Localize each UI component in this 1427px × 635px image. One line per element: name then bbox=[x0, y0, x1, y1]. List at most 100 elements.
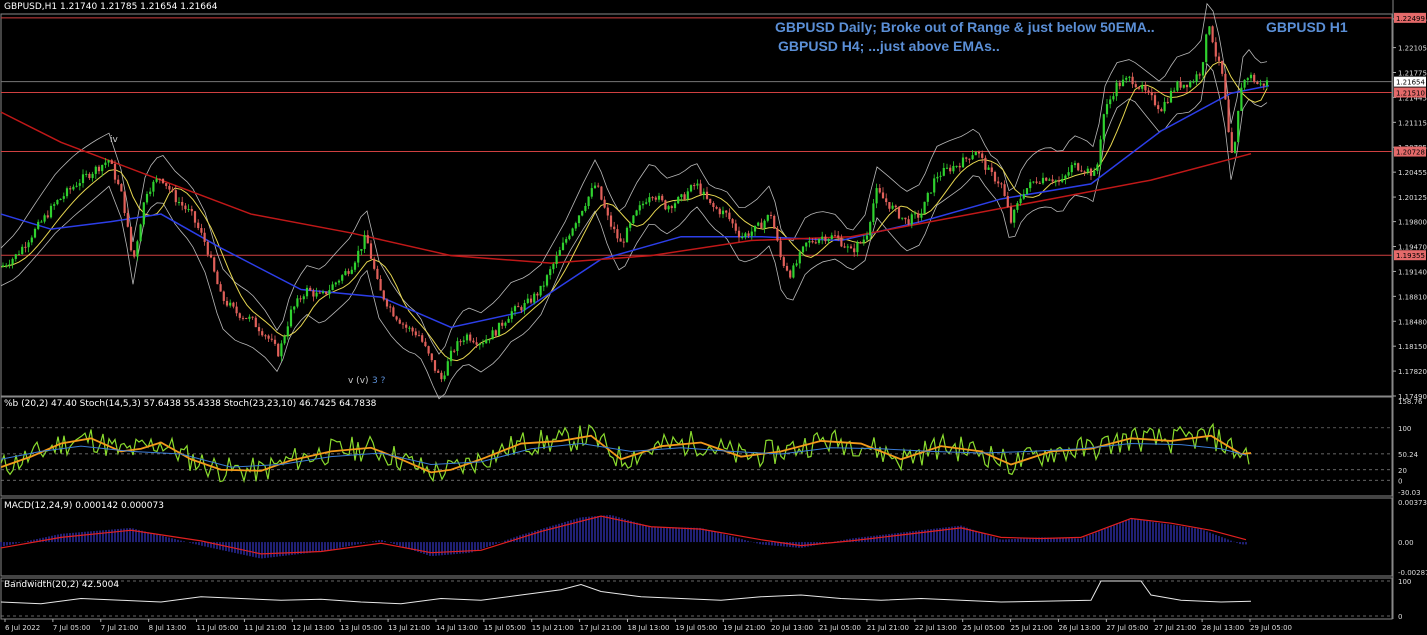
time-tick-label: 15 Jul 21:00 bbox=[532, 624, 574, 632]
candle-body bbox=[56, 200, 59, 205]
candle-body bbox=[357, 250, 360, 263]
candle-body bbox=[769, 214, 773, 216]
candle-body bbox=[37, 221, 40, 229]
price-label-text: 1.22499 bbox=[1396, 15, 1425, 23]
time-tick-label: 22 Jul 13:00 bbox=[915, 624, 957, 632]
candle-body bbox=[449, 350, 453, 362]
candle-body bbox=[597, 185, 600, 187]
candle-body bbox=[235, 306, 238, 314]
ema-mid bbox=[0, 84, 1270, 329]
candle-body bbox=[622, 241, 625, 243]
candle-body bbox=[673, 203, 677, 209]
time-tick-label: 26 Jul 13:00 bbox=[1058, 624, 1100, 632]
candle-body bbox=[1009, 207, 1013, 223]
price-pane bbox=[0, 0, 1394, 620]
candle-body bbox=[1182, 84, 1185, 88]
price-frame bbox=[0, 13, 1393, 397]
candle-body bbox=[558, 250, 561, 256]
time-tick-label: 13 Jul 21:00 bbox=[388, 624, 430, 632]
candle-body bbox=[325, 291, 328, 295]
candle-body bbox=[641, 203, 645, 206]
candle-body bbox=[222, 291, 225, 301]
time-tick-label: 25 Jul 21:00 bbox=[1011, 624, 1053, 632]
candle-body bbox=[1025, 188, 1029, 195]
candle-body bbox=[1105, 104, 1109, 115]
candle-body bbox=[878, 188, 881, 193]
price-tick-label: 1.20125 bbox=[1398, 194, 1427, 202]
candle-body bbox=[513, 306, 517, 312]
candle-body bbox=[785, 265, 789, 271]
candle-body bbox=[1089, 168, 1093, 176]
candle-body bbox=[1035, 181, 1038, 183]
candle-body bbox=[427, 346, 430, 354]
candle-body bbox=[689, 185, 693, 192]
candle-body bbox=[75, 185, 78, 187]
candle-body bbox=[881, 192, 885, 199]
candle-body bbox=[993, 171, 997, 182]
candle-body bbox=[225, 300, 229, 306]
candle-body bbox=[958, 165, 961, 168]
candle-body bbox=[1083, 171, 1086, 173]
candle-body bbox=[865, 235, 869, 240]
time-tick-label: 20 Jul 13:00 bbox=[771, 624, 813, 632]
candle-body bbox=[843, 246, 846, 248]
candle-body bbox=[801, 246, 805, 253]
candle-body bbox=[43, 215, 46, 222]
candle-body bbox=[366, 235, 369, 244]
candle-body bbox=[990, 167, 993, 172]
candle-body bbox=[405, 324, 408, 328]
candle-body bbox=[683, 194, 686, 200]
candle-body bbox=[526, 298, 529, 304]
price-tick-label: 1.18150 bbox=[1398, 343, 1427, 351]
candle-body bbox=[955, 165, 958, 167]
candle-body bbox=[766, 214, 769, 221]
candle-body bbox=[213, 257, 216, 272]
candle-body bbox=[577, 215, 581, 224]
candle-body bbox=[757, 222, 760, 226]
candle-body bbox=[1211, 26, 1214, 43]
time-tick-label: 17 Jul 21:00 bbox=[580, 624, 622, 632]
candle-body bbox=[14, 254, 17, 259]
candle-body bbox=[104, 162, 107, 165]
candle-body bbox=[8, 264, 11, 266]
candle-body bbox=[917, 213, 920, 218]
candle-body bbox=[894, 205, 897, 208]
candle-body bbox=[1109, 99, 1112, 105]
candle-body bbox=[929, 192, 933, 194]
candle-body bbox=[661, 195, 664, 201]
annotation-daily: GBPUSD Daily; Broke out of Range & just … bbox=[775, 19, 1155, 35]
candle-body bbox=[465, 334, 469, 341]
candle-body bbox=[62, 196, 65, 199]
time-tick-label: 19 Jul 05:00 bbox=[675, 624, 717, 632]
wave-label-iv: iv bbox=[110, 135, 118, 145]
candle-body bbox=[33, 228, 37, 238]
candle-body bbox=[862, 239, 865, 243]
candle-body bbox=[897, 207, 901, 219]
macd-tick-label: -0.002877 bbox=[1398, 569, 1427, 577]
time-tick-label: 19 Jul 21:00 bbox=[723, 624, 765, 632]
price-tick-label: 1.19140 bbox=[1398, 268, 1427, 276]
candle-body bbox=[750, 231, 753, 236]
candle-body bbox=[475, 342, 478, 345]
percent-b-line bbox=[0, 422, 1250, 484]
candle-body bbox=[741, 236, 744, 238]
price-tick-label: 1.20455 bbox=[1398, 169, 1427, 177]
candle-body bbox=[632, 215, 635, 224]
candle-body bbox=[840, 237, 843, 247]
candle-body bbox=[1051, 179, 1054, 182]
candle-body bbox=[1265, 80, 1269, 86]
annotation-h4: GBPUSD H4; ...just above EMAs.. bbox=[778, 38, 1000, 54]
candle-body bbox=[302, 296, 305, 300]
candle-body bbox=[369, 243, 373, 259]
candle-body bbox=[376, 268, 379, 279]
candle-body bbox=[574, 223, 577, 229]
candle-body bbox=[360, 248, 363, 251]
candle-body bbox=[581, 210, 584, 216]
candle-body bbox=[1131, 76, 1134, 85]
candle-body bbox=[1054, 180, 1057, 182]
candle-body bbox=[949, 167, 952, 172]
bw-tick-label: 100 bbox=[1398, 578, 1411, 586]
candle-body bbox=[798, 252, 801, 264]
price-label-box bbox=[1394, 146, 1426, 157]
